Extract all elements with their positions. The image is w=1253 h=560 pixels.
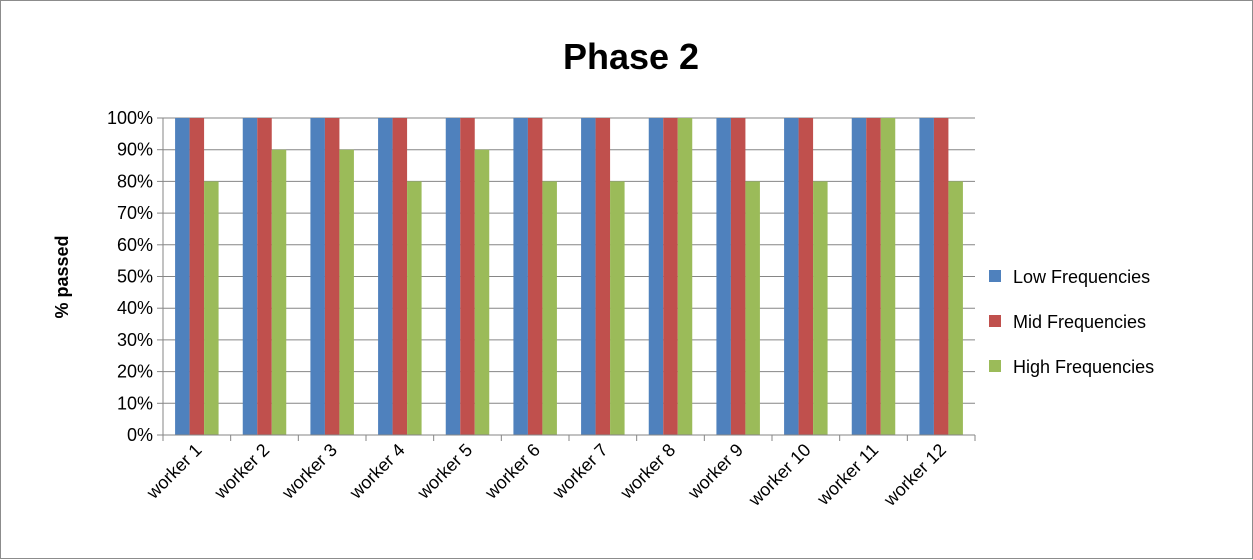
bar-high-frequencies (474, 149, 490, 435)
y-tick-labels: 0% 10% 20% 30% 40% 50% 60% 70% 80% 90% 100% (107, 108, 153, 445)
bar-high-frequencies (610, 181, 625, 435)
y-tick-label: 50% (117, 267, 153, 287)
legend-label: Low Frequencies (1013, 267, 1150, 287)
bar-high-frequencies (339, 149, 354, 435)
bar-low-frequencies (310, 118, 325, 435)
bar-low-frequencies (175, 118, 190, 435)
bar-high-frequencies (677, 118, 693, 435)
y-tick-label: 30% (117, 330, 153, 350)
y-tick-label: 0% (127, 425, 153, 445)
bar-low-frequencies (716, 118, 731, 435)
x-tick-label: worker 10 (744, 440, 815, 511)
y-axis-title: % passed (52, 235, 72, 318)
bar-high-frequencies (204, 181, 219, 435)
x-tick-label: worker 2 (210, 440, 274, 504)
legend-label: Mid Frequencies (1013, 312, 1146, 332)
bars (175, 118, 963, 435)
bar-mid-frequencies (392, 118, 408, 435)
x-tick-label: worker 5 (413, 440, 477, 504)
x-tick-label: worker 1 (142, 440, 206, 504)
gridlines (157, 117, 975, 436)
bar-mid-frequencies (730, 118, 746, 435)
x-tick-label: worker 8 (616, 440, 680, 504)
y-tick-label: 70% (117, 203, 153, 223)
bar-mid-frequencies (527, 118, 543, 435)
bar-mid-frequencies (189, 118, 205, 435)
y-tick-label: 20% (117, 362, 153, 382)
x-tick-label: worker 3 (277, 440, 341, 504)
y-tick-label: 60% (117, 235, 153, 255)
legend-label: High Frequencies (1013, 357, 1154, 377)
bar-low-frequencies (784, 118, 799, 435)
bar-mid-frequencies (663, 118, 678, 435)
x-tick-label: worker 4 (345, 440, 409, 504)
x-tick-label: worker 12 (879, 440, 950, 511)
bar-mid-frequencies (933, 118, 949, 435)
bar-mid-frequencies (257, 118, 272, 435)
y-tick-label: 80% (117, 171, 153, 191)
legend-swatch (989, 270, 1001, 282)
y-tick-label: 90% (117, 140, 153, 160)
bar-high-frequencies (407, 181, 422, 435)
bar-low-frequencies (581, 118, 596, 435)
bar-high-frequencies (271, 149, 287, 435)
bar-mid-frequencies (595, 118, 611, 435)
y-tick-label: 40% (117, 298, 153, 318)
bar-low-frequencies (919, 118, 934, 435)
bar-mid-frequencies (324, 118, 340, 435)
bar-low-frequencies (378, 118, 393, 435)
legend-swatch (989, 315, 1001, 327)
bar-high-frequencies (948, 181, 963, 435)
x-tick-labels: worker 1 worker 2 worker 3 worker 4 worker 5… (142, 440, 950, 511)
legend-swatch (989, 360, 1001, 372)
y-tick-label: 100% (107, 108, 153, 128)
bar-low-frequencies (851, 118, 867, 435)
x-tick-label: worker 11 (813, 440, 883, 510)
bar-mid-frequencies (866, 118, 881, 435)
x-tick-label: worker 6 (480, 440, 544, 504)
bar-low-frequencies (445, 118, 461, 435)
bar-low-frequencies (513, 118, 528, 435)
x-tick-label: worker 9 (683, 440, 747, 504)
bar-high-frequencies (813, 181, 828, 435)
bar-low-frequencies (242, 118, 258, 435)
bar-high-frequencies (745, 181, 760, 435)
legend: Low Frequencies Mid Frequencies High Frequ… (989, 267, 1154, 377)
x-tick-label: worker 7 (548, 440, 612, 504)
axes (162, 118, 976, 441)
bar-high-frequencies (880, 118, 896, 435)
bar-high-frequencies (542, 181, 557, 435)
chart-title: Phase 2 (563, 36, 699, 77)
bar-mid-frequencies (460, 118, 475, 435)
bar-mid-frequencies (798, 118, 814, 435)
bar-low-frequencies (648, 118, 664, 435)
y-tick-label: 10% (117, 393, 153, 413)
